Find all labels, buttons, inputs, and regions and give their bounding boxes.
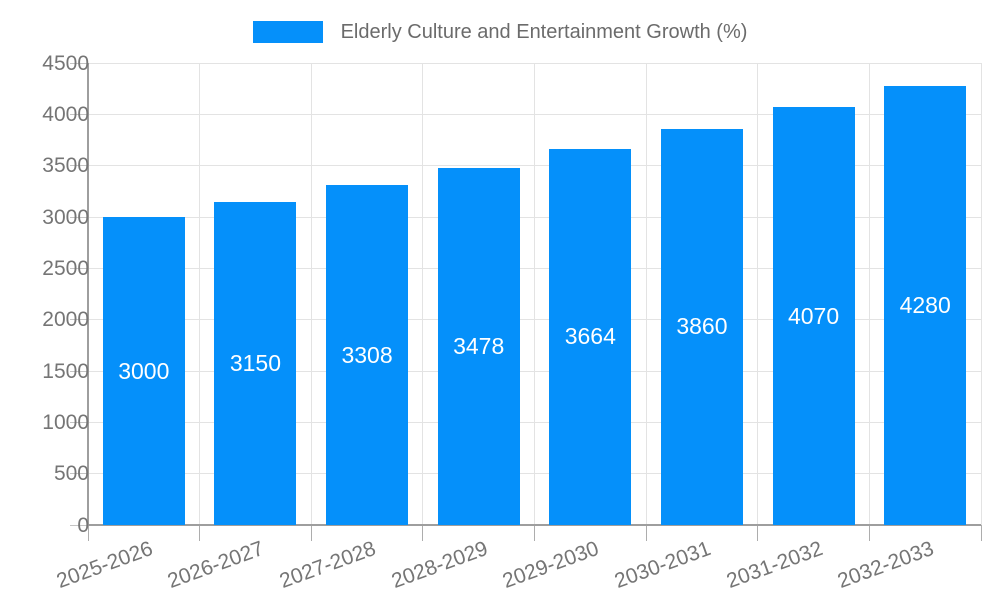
x-tick-label: 2030-2031 [611, 537, 714, 593]
legend-swatch-icon [252, 21, 323, 43]
gridline-vertical [757, 63, 759, 525]
bar[interactable]: 3664 [549, 148, 632, 525]
gridline-vertical [199, 63, 201, 525]
gridline-vertical [868, 63, 870, 525]
x-tick-label: 2028-2029 [388, 537, 491, 593]
x-axis-tick [868, 525, 870, 541]
y-tick-label: 0 [77, 513, 89, 537]
x-tick-label: 2032-2033 [834, 537, 938, 593]
x-tick-label: 2029-2030 [499, 537, 603, 593]
x-axis-tick [199, 525, 201, 541]
x-axis-tick [310, 525, 312, 541]
x-axis-tick [422, 525, 424, 541]
y-axis-tick [70, 62, 88, 64]
x-axis-tick [87, 525, 89, 541]
y-tick-label: 4500 [42, 51, 89, 75]
y-axis-line [87, 63, 89, 525]
x-axis-tick [534, 525, 535, 541]
bar-value-label: 3308 [341, 341, 393, 368]
y-axis-tick [70, 165, 88, 167]
y-axis-tick [70, 473, 88, 475]
x-tick-label: 2026-2027 [165, 537, 268, 593]
x-axis-tick [757, 525, 759, 541]
x-tick-label: 2027-2028 [276, 537, 379, 593]
bar[interactable]: 4070 [772, 107, 855, 525]
bar[interactable]: 3150 [214, 201, 297, 525]
y-axis-tick [70, 319, 88, 321]
gridline-vertical [980, 63, 982, 525]
y-axis-tick [70, 267, 88, 269]
x-tick-label: 2025-2026 [53, 537, 156, 593]
y-axis-tick [70, 421, 88, 423]
y-tick-label: 500 [53, 462, 89, 486]
y-tick-label: 1500 [42, 359, 89, 383]
y-axis-tick [70, 370, 88, 372]
bar-value-label: 4280 [899, 291, 951, 318]
y-axis-tick [70, 113, 88, 115]
bar[interactable]: 3860 [660, 128, 743, 525]
y-tick-label: 2500 [42, 256, 89, 280]
bar-value-label: 3478 [453, 332, 505, 359]
y-tick-label: 4000 [42, 102, 89, 126]
y-tick-label: 3000 [42, 205, 89, 229]
legend[interactable]: Elderly Culture and Entertainment Growth… [0, 18, 1000, 46]
bar[interactable]: 3308 [326, 185, 409, 525]
legend-label: Elderly Culture and Entertainment Growth… [340, 20, 748, 43]
y-axis-tick [70, 216, 88, 218]
y-tick-label: 3500 [42, 154, 89, 178]
y-tick-label: 1000 [42, 410, 89, 434]
x-tick-label: 2031-2032 [723, 537, 826, 593]
bar-value-label: 3150 [229, 349, 282, 376]
bar[interactable]: 4280 [884, 85, 967, 525]
bar-value-label: 3000 [118, 357, 170, 384]
bar[interactable]: 3478 [437, 167, 520, 525]
y-axis-tick [70, 524, 88, 526]
gridline-vertical [422, 63, 424, 525]
y-tick-label: 2000 [42, 308, 89, 332]
gridline-vertical [310, 63, 312, 525]
plot-area: 3000 3150 3308 3478 3664 3860 4070 4280 [70, 62, 982, 541]
bar[interactable]: 3000 [102, 217, 185, 525]
gridline-vertical [534, 63, 535, 525]
bar-value-label: 3664 [564, 323, 616, 350]
gridline-vertical [645, 63, 647, 525]
x-axis-tick [980, 525, 982, 541]
bar-value-label: 4070 [787, 302, 840, 329]
x-axis-line [88, 524, 981, 526]
bar-value-label: 3860 [676, 313, 728, 340]
x-axis-tick [645, 525, 647, 541]
